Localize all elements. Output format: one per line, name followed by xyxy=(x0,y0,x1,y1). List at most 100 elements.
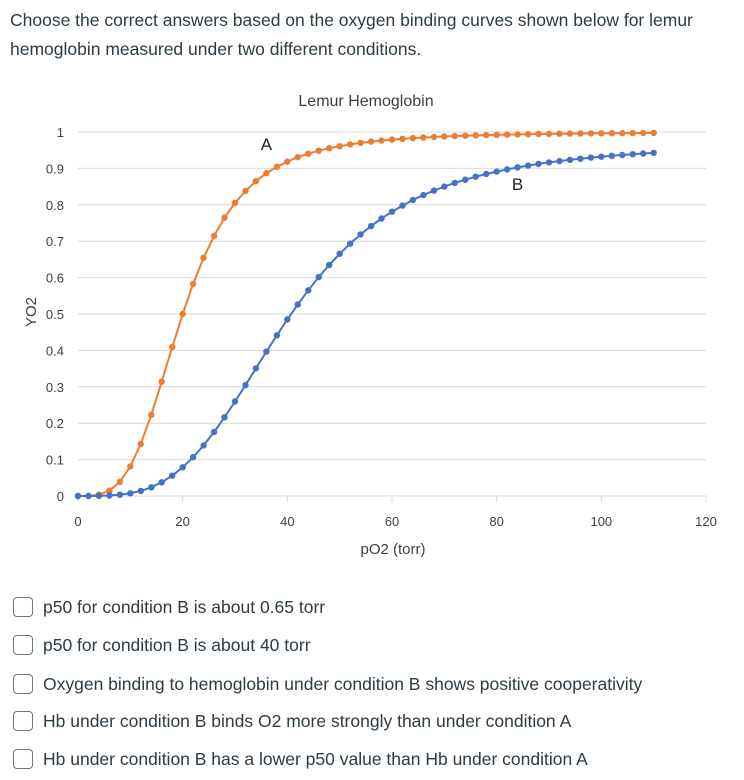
data-point-B xyxy=(346,240,354,247)
data-point-B xyxy=(273,332,281,339)
data-point-B xyxy=(200,442,207,449)
data-point-B xyxy=(462,176,469,183)
x-axis-label: pO2 (torr) xyxy=(360,541,425,558)
data-point-B xyxy=(514,164,521,171)
data-point-A xyxy=(252,178,260,185)
data-point-B xyxy=(535,160,542,168)
data-point-A xyxy=(441,133,448,140)
data-point-A xyxy=(514,131,521,138)
data-point-B xyxy=(294,301,301,308)
data-point-B xyxy=(221,414,228,421)
x-tick-label: 80 xyxy=(489,514,503,529)
data-point-B xyxy=(252,365,260,372)
data-point-A xyxy=(357,139,364,147)
y-tick-labels: 0 0.1 0.2 0.3 0.4 0.5 0.6 0.7 0.8 0.9 1 xyxy=(46,125,64,504)
data-point-B xyxy=(566,156,574,163)
data-point-B xyxy=(545,159,553,166)
choice-binds-more-strongly[interactable]: Hb under condition B binds O2 more stron… xyxy=(13,706,571,736)
data-point-A xyxy=(367,138,375,145)
data-point-A xyxy=(179,310,186,318)
data-point-B xyxy=(179,464,186,471)
x-tick-label: 40 xyxy=(280,514,294,529)
data-point-B xyxy=(85,492,92,500)
data-point-B xyxy=(598,153,605,160)
data-point-A xyxy=(221,214,228,221)
y-tick-label: 0.9 xyxy=(46,161,64,176)
data-point-B xyxy=(556,157,563,165)
data-point-A xyxy=(556,130,563,137)
data-point-B xyxy=(430,187,438,194)
data-point-B xyxy=(336,250,343,257)
y-tick-label: 1 xyxy=(57,125,64,140)
gridlines xyxy=(77,131,707,502)
data-point-B xyxy=(524,162,532,169)
data-point-B xyxy=(388,208,396,215)
data-point-A xyxy=(284,158,291,165)
data-point-B xyxy=(420,191,427,199)
data-point-B xyxy=(367,222,375,230)
data-point-A xyxy=(640,129,647,137)
chart-title: Lemur Hemoglobin xyxy=(298,93,433,110)
oxygen-binding-chart: Lemur Hemoglobin YO2 pO2 (torr) 00.10.20… xyxy=(23,93,717,558)
data-point-A xyxy=(619,129,626,137)
data-point-A xyxy=(388,136,396,143)
choice-label: p50 for condition B is about 0.65 torr xyxy=(43,596,326,617)
data-point-A xyxy=(315,147,322,154)
data-point-A xyxy=(420,134,427,141)
data-point-B xyxy=(231,398,239,405)
data-series xyxy=(74,129,657,500)
y-tick-label: 0.8 xyxy=(46,198,64,213)
data-point-B xyxy=(378,215,385,222)
choice-label: Hb under condition B binds O2 more stron… xyxy=(43,710,572,731)
data-point-A xyxy=(294,154,301,161)
data-point-B xyxy=(158,479,165,486)
data-point-A xyxy=(483,131,490,139)
data-point-A xyxy=(629,129,636,137)
y-tick-label: 0.2 xyxy=(46,416,64,431)
data-point-B xyxy=(106,492,113,499)
data-point-A xyxy=(503,131,511,138)
data-point-B xyxy=(503,166,511,173)
y-tick-label: 0 xyxy=(57,489,64,504)
data-point-B xyxy=(284,316,291,323)
data-point-A xyxy=(399,135,406,142)
data-point-B xyxy=(619,151,626,159)
data-point-B xyxy=(137,487,144,495)
checkbox[interactable] xyxy=(13,711,33,731)
question-text: Choose the correct answers based on the … xyxy=(10,10,693,59)
choice-label: Hb under condition B has a lower p50 val… xyxy=(43,748,588,769)
choice-positive-cooperativity[interactable]: Oxygen binding to hemoglobin under condi… xyxy=(13,669,642,699)
data-point-A xyxy=(598,130,605,137)
data-point-A xyxy=(137,440,144,447)
choice-p50-0.65-torr[interactable]: p50 for condition B is about 0.65 torr xyxy=(13,592,325,622)
data-point-A xyxy=(346,141,354,148)
checkbox[interactable] xyxy=(13,635,33,655)
data-point-B xyxy=(629,151,636,158)
choice-p50-40-torr[interactable]: p50 for condition B is about 40 torr xyxy=(13,630,311,660)
data-point-B xyxy=(74,492,82,500)
y-axis-label: YO2 xyxy=(23,297,40,327)
y-tick-label: 0.6 xyxy=(46,271,64,286)
checkbox[interactable] xyxy=(13,597,33,617)
data-point-A xyxy=(545,130,553,138)
data-point-A xyxy=(493,131,500,138)
checkbox[interactable] xyxy=(13,674,33,694)
data-point-A xyxy=(430,133,438,141)
checkbox[interactable] xyxy=(13,749,33,769)
data-point-A xyxy=(158,378,165,385)
data-point-B xyxy=(116,491,124,498)
choice-label: p50 for condition B is about 40 torr xyxy=(43,634,311,655)
data-point-B xyxy=(441,183,448,190)
data-point-B xyxy=(315,273,322,281)
data-point-A xyxy=(210,232,218,240)
data-point-A xyxy=(326,145,333,152)
data-point-A xyxy=(451,132,458,140)
data-point-B xyxy=(577,155,584,162)
data-point-A xyxy=(577,130,584,137)
data-point-B xyxy=(242,381,249,389)
data-point-B xyxy=(608,152,615,159)
choice-lower-p50[interactable]: Hb under condition B has a lower p50 val… xyxy=(13,744,588,774)
data-point-B xyxy=(210,428,218,436)
data-point-B xyxy=(640,150,647,157)
data-point-B xyxy=(451,179,458,187)
